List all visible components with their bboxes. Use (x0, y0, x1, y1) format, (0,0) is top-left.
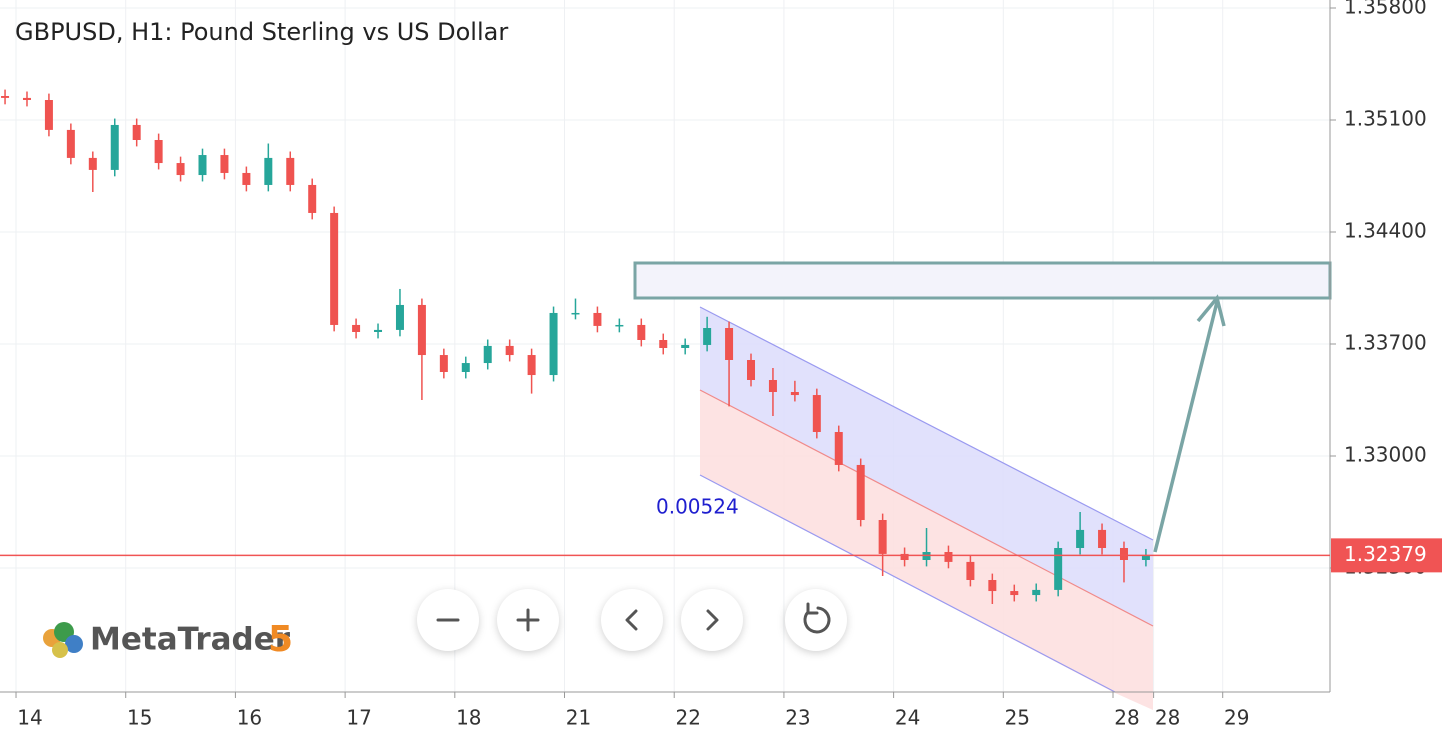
logo: MetaTrader 5 (43, 619, 293, 660)
x-tick-label: 25 (1005, 706, 1030, 730)
candle-body (703, 328, 712, 345)
channel-line (699, 306, 1154, 541)
candle-body (88, 157, 97, 170)
candle-body (637, 324, 646, 340)
candle-body (725, 328, 734, 360)
arrow-head (1196, 294, 1226, 327)
scroll-left-button[interactable] (601, 589, 663, 651)
candle-body (176, 163, 185, 176)
arrow (1153, 301, 1219, 553)
candle-body (505, 345, 514, 356)
candle-body (988, 580, 997, 592)
candle-body (1076, 529, 1085, 548)
candle-body (856, 464, 865, 520)
x-tick-label: 24 (895, 706, 920, 730)
x-tick-label: 17 (346, 706, 371, 730)
channel-line (699, 474, 1116, 693)
last-price-label: 1.32379 (1344, 542, 1427, 566)
candle-body (834, 432, 843, 465)
x-tick-label: 18 (456, 706, 481, 730)
candle-body (439, 355, 448, 372)
candle-body (1098, 529, 1107, 548)
y-tick-label: 1.35100 (1344, 107, 1427, 131)
candle-body (286, 157, 295, 185)
candle-body (264, 157, 273, 185)
candle-body (768, 380, 777, 392)
candle-body (1, 96, 10, 98)
candle-body (66, 129, 75, 158)
candle-body (549, 312, 558, 376)
candle-body (308, 184, 317, 213)
candle-body (154, 140, 163, 164)
channel-label: 0.00524 (656, 495, 739, 519)
y-tick-label: 1.35800 (1344, 0, 1427, 19)
candle-body (395, 304, 404, 330)
y-tick-label: 1.33700 (1344, 331, 1427, 355)
candle-body (966, 561, 975, 580)
last-price-box (1331, 538, 1442, 573)
candle-body (330, 212, 339, 325)
scroll-right-button[interactable] (681, 589, 743, 651)
x-tick-label: 28 (1114, 706, 1139, 730)
candle-body (417, 304, 426, 356)
logo-number: 5 (268, 619, 293, 660)
candle-body (944, 552, 953, 562)
candle-body (681, 344, 690, 348)
candle-body (352, 324, 361, 332)
x-tick-label: 21 (566, 706, 591, 730)
x-tick-label: 29 (1224, 706, 1249, 730)
channel-upper (700, 307, 1153, 626)
y-tick-label: 1.34400 (1344, 219, 1427, 243)
candle-body (527, 355, 536, 376)
logo-text: MetaTrader (90, 622, 291, 658)
candle-body (374, 329, 383, 332)
candles (1, 89, 1150, 604)
candle-body (747, 360, 756, 380)
zoom-out-button[interactable] (417, 589, 479, 651)
reset-button[interactable] (785, 589, 847, 651)
candle-body (483, 345, 492, 364)
candle-body (198, 155, 207, 176)
candle-body (22, 97, 31, 100)
candle-body (1054, 548, 1063, 590)
x-tick-label: 28 (1155, 706, 1180, 730)
candle-body (1010, 591, 1019, 596)
x-tick-label: 16 (237, 706, 262, 730)
chart-title: GBPUSD, H1: Pound Sterling vs US Dollar (15, 18, 508, 46)
candle-body (44, 100, 53, 130)
candle-body (615, 324, 624, 327)
candle-body (878, 520, 887, 554)
y-tick-label: 1.33000 (1344, 443, 1427, 467)
candle-body (1141, 555, 1150, 560)
x-tick-label: 14 (17, 706, 42, 730)
candle-body (659, 340, 668, 348)
candle-body (1119, 548, 1128, 560)
candle-body (593, 312, 602, 326)
candle-body (900, 553, 909, 560)
candle-body (790, 392, 799, 396)
candle-body (1032, 589, 1041, 596)
channel-line (699, 389, 1154, 627)
candle-body (242, 172, 251, 185)
candle-body (461, 363, 470, 372)
candle-body (571, 312, 580, 315)
candle-body (132, 124, 141, 140)
candle-body (220, 155, 229, 173)
x-tick-label: 22 (675, 706, 700, 730)
zoom-in-button[interactable] (497, 589, 559, 651)
zone-box (633, 261, 1332, 300)
x-tick-label: 15 (127, 706, 152, 730)
grid (0, 0, 1330, 692)
candle-body (110, 124, 119, 170)
candle-body (812, 395, 821, 432)
x-tick-label: 23 (785, 706, 810, 730)
